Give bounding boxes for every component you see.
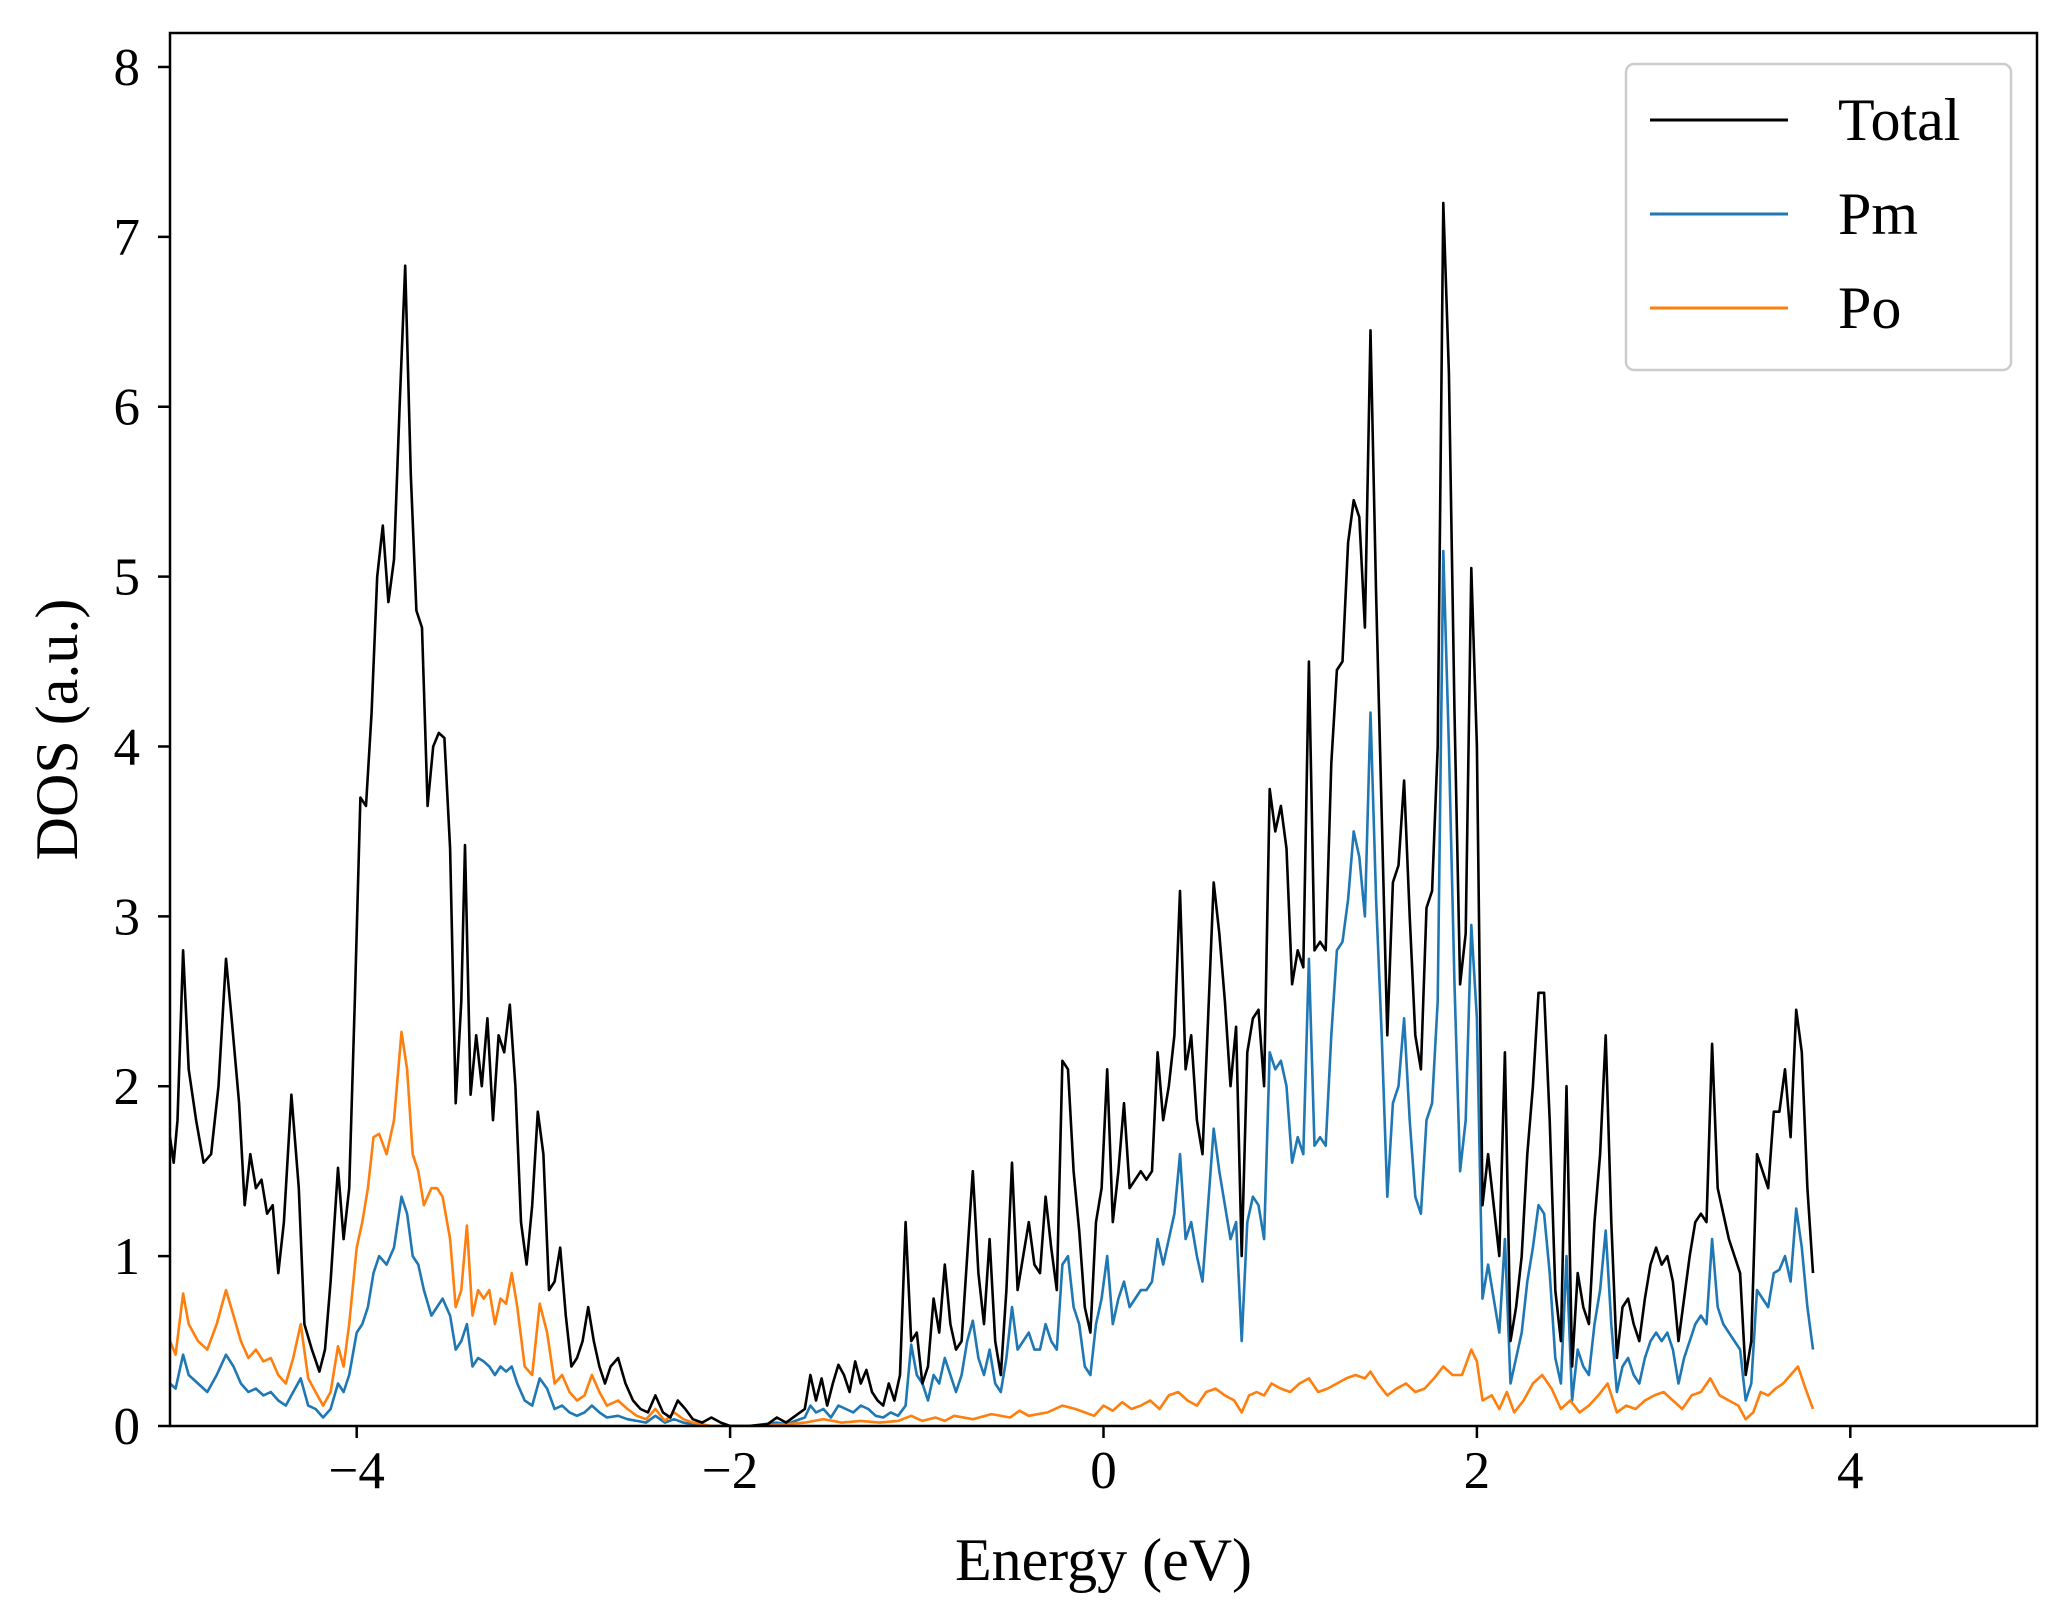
legend-label-po: Po	[1838, 275, 1901, 341]
y-tick-label: 5	[114, 549, 141, 607]
y-tick-label: 0	[114, 1398, 141, 1456]
x-tick-label: −2	[702, 1442, 758, 1500]
legend-label-total: Total	[1838, 87, 1960, 153]
legend-box	[1624, 62, 2013, 372]
series-line-po	[170, 1030, 1815, 1426]
series-line-pm	[170, 549, 1815, 1426]
y-tick-label: 3	[114, 888, 141, 946]
axis-ticks: −4 −2 0 2 4 0 1 2 3 4 5 6 7 8	[114, 39, 1864, 1500]
series-line-total	[170, 201, 1815, 1426]
y-tick-label: 4	[114, 718, 141, 776]
x-tick-label: 0	[1090, 1442, 1117, 1500]
legend-label-pm: Pm	[1838, 181, 1918, 247]
x-tick-label: 4	[1837, 1442, 1864, 1500]
legend: Total Pm Po	[1624, 62, 2013, 372]
y-axis-label: DOS (a.u.)	[24, 599, 90, 861]
y-tick-label: 6	[114, 379, 141, 437]
x-tick-label: 2	[1464, 1442, 1491, 1500]
y-tick-label: 7	[114, 209, 141, 267]
y-tick-label: 8	[114, 39, 141, 97]
y-tick-label: 1	[114, 1228, 141, 1286]
x-axis-label: Energy (eV)	[955, 1527, 1252, 1593]
series-group	[170, 201, 1815, 1426]
x-tick-label: −4	[329, 1442, 385, 1500]
y-tick-label: 2	[114, 1058, 141, 1116]
axes-frame	[168, 31, 2039, 1428]
